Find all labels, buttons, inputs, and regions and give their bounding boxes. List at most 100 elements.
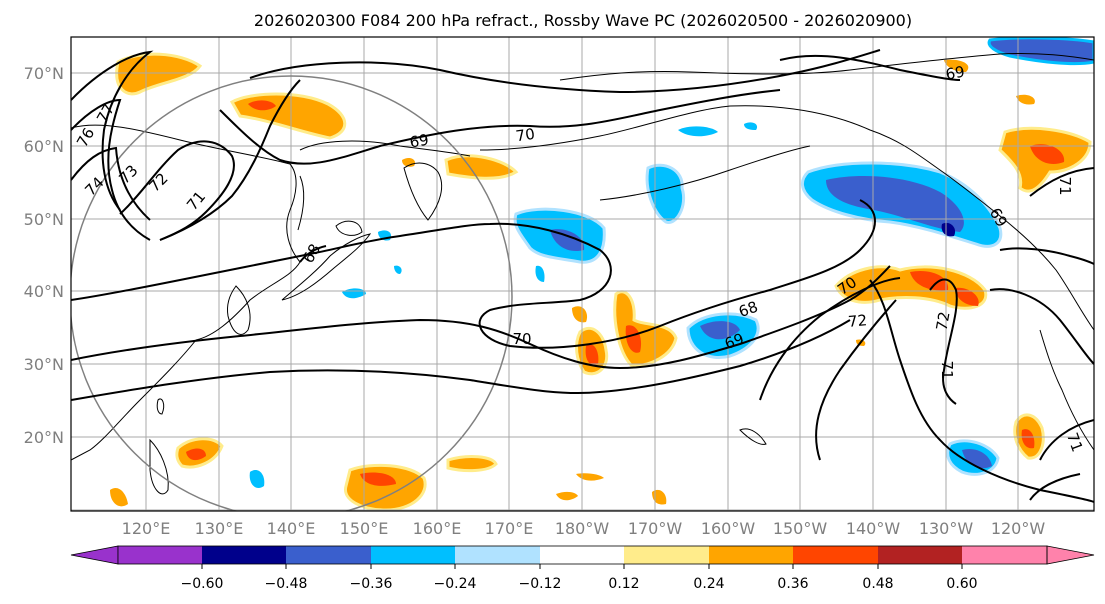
anomaly-negative (962, 448, 992, 469)
lat-label: 50°N (24, 210, 64, 229)
lon-label: 160°W (701, 519, 756, 538)
contour-label: 71 (1063, 430, 1086, 454)
lon-label: 120°W (991, 519, 1046, 538)
contour-line (1029, 473, 1081, 501)
anomaly-positive (944, 59, 969, 72)
colorbar: −0.60 −0.48 −0.36 −0.24 −0.12 0.12 0.24 … (70, 545, 1095, 592)
contour-line (71, 319, 851, 401)
contour-line (759, 277, 901, 401)
contour-line (71, 146, 151, 221)
contour-label: 69 (944, 63, 966, 84)
lon-label: 180°W (555, 519, 610, 538)
contour-line (71, 50, 154, 211)
colorbar-extend-right (1046, 545, 1095, 565)
anomaly-negative (700, 321, 740, 340)
colorbar-segment (118, 546, 202, 564)
anomaly-positive (910, 270, 949, 291)
anomaly-positive (444, 154, 519, 180)
coastline-arctic-north (559, 52, 1094, 81)
contour-line (779, 54, 961, 81)
colorbar-tick-label: 0.12 (608, 576, 639, 592)
contours (71, 49, 1094, 503)
lon-label: 140°E (267, 519, 316, 538)
anomaly-negative (826, 176, 964, 232)
colorbar-tick-label: −0.24 (434, 576, 477, 592)
anomaly-positive (1030, 144, 1065, 165)
coastline-japan (281, 233, 372, 301)
lon-label: 120°E (122, 519, 171, 538)
anomaly-positive (955, 287, 979, 306)
colorbar-tick-label: −0.12 (519, 576, 562, 592)
range-circle (71, 75, 513, 511)
lon-label: 150°E (340, 519, 389, 538)
shading-layer (110, 37, 1094, 511)
coastline-korea (227, 285, 251, 335)
anomaly-positive (1016, 94, 1035, 105)
anomaly-negative (645, 163, 685, 224)
coastline-okhotsk (299, 140, 471, 157)
contour-line (159, 79, 301, 241)
anomaly-negative (535, 265, 545, 282)
anomaly-positive (360, 472, 396, 486)
contour-label: 71 (938, 360, 956, 379)
contour-label: 72 (847, 311, 868, 331)
colorbar-segment (878, 546, 962, 564)
gridlines (71, 37, 1094, 511)
coastline-baja (1039, 329, 1094, 451)
colorbar-tick-label: 0.24 (693, 576, 724, 592)
contour-label: 70 (515, 125, 536, 145)
colorbar-segment (202, 546, 286, 564)
anomaly-negative (941, 222, 956, 237)
contour-line (71, 199, 876, 349)
anomaly-positive (572, 306, 588, 323)
colorbar-tick-label: 0.60 (946, 576, 977, 592)
lon-label: 160°E (413, 519, 462, 538)
contour-label: 69 (722, 330, 746, 353)
lat-label: 40°N (24, 282, 64, 301)
contour-line (869, 279, 1094, 503)
contour-line (119, 140, 235, 241)
colorbar-segment (540, 546, 624, 564)
coastline-sakhalin (297, 175, 305, 231)
anomaly-positive (344, 463, 427, 511)
contour-label: 69 (408, 131, 430, 152)
figure-title: 2026020300 F084 200 hPa refract., Rossby… (254, 11, 912, 30)
lon-label: 150°W (773, 519, 828, 538)
anomaly-positive (652, 489, 667, 505)
coastline-aleutians (599, 145, 811, 201)
lon-label: 130°E (195, 519, 244, 538)
anomaly-positive (576, 473, 604, 481)
contour-label: 70 (512, 330, 531, 348)
map-panel: 77 76 74 73 72 71 69 70 68 69 68 69 70 7… (70, 36, 1095, 512)
contour-line (299, 245, 327, 263)
anomaly-negative (249, 469, 265, 489)
colorbar-tick-label: −0.48 (265, 576, 308, 592)
contour-line (815, 299, 897, 461)
lat-label: 60°N (24, 137, 64, 156)
contour-label: 72 (933, 310, 954, 332)
contour-line (989, 288, 1094, 365)
anomaly-negative (744, 122, 758, 130)
lon-label: 130°W (919, 519, 974, 538)
coastline-alaska-bering (479, 105, 1094, 331)
colorbar-segment (793, 546, 878, 564)
anomaly-negative (394, 265, 402, 274)
anomaly-negative (550, 229, 585, 252)
colorbar-tick-label: −0.36 (350, 576, 393, 592)
colorbar-tick-label: 0.36 (777, 576, 808, 592)
contour-line (999, 247, 1094, 265)
contour-line (1029, 167, 1094, 197)
contour-line (929, 278, 958, 405)
colorbar-tick-label: 0.48 (862, 576, 893, 592)
colorbar-segment (371, 546, 455, 564)
lon-label: 170°E (485, 519, 534, 538)
colorbar-extend-left (70, 545, 119, 565)
anomaly-positive (186, 448, 206, 461)
lon-label: 170°W (628, 519, 683, 538)
colorbar-tick-label: −0.60 (181, 576, 224, 592)
contour-line (71, 265, 891, 370)
contour-line (219, 89, 781, 165)
anomaly-positive (248, 100, 276, 111)
anomaly-positive (585, 344, 599, 366)
